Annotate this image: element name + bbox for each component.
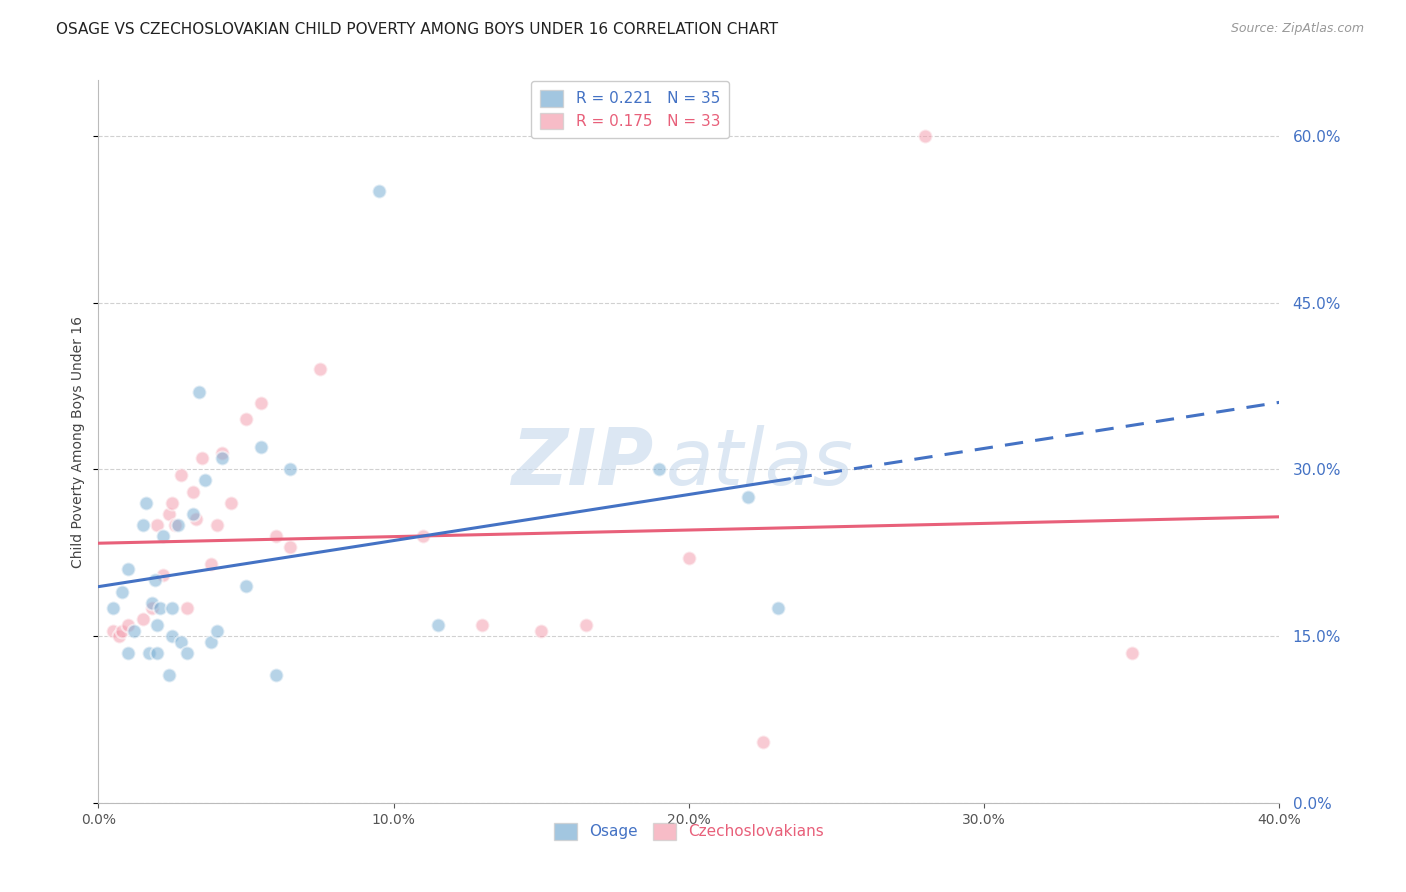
- Point: [194, 474, 217, 488]
- Point: [167, 517, 190, 532]
- Point: [264, 529, 287, 543]
- Point: [122, 624, 145, 638]
- Point: [146, 646, 169, 660]
- Point: [221, 496, 243, 510]
- Point: [152, 568, 174, 582]
- Point: [141, 601, 163, 615]
- Point: [235, 412, 257, 426]
- Point: [117, 618, 139, 632]
- Point: [368, 185, 391, 199]
- Point: [103, 601, 125, 615]
- Text: Source: ZipAtlas.com: Source: ZipAtlas.com: [1230, 22, 1364, 36]
- Text: ZIP: ZIP: [512, 425, 654, 501]
- Point: [250, 395, 273, 409]
- Point: [162, 629, 183, 643]
- Point: [648, 462, 671, 476]
- Point: [737, 490, 759, 504]
- Point: [135, 496, 157, 510]
- Point: [152, 529, 174, 543]
- Point: [205, 517, 228, 532]
- Point: [678, 551, 700, 566]
- Point: [530, 624, 553, 638]
- Point: [157, 668, 180, 682]
- Point: [165, 517, 187, 532]
- Point: [170, 634, 193, 648]
- Point: [149, 601, 172, 615]
- Point: [211, 445, 233, 459]
- Point: [141, 596, 163, 610]
- Point: [181, 484, 204, 499]
- Point: [143, 574, 166, 588]
- Text: OSAGE VS CZECHOSLOVAKIAN CHILD POVERTY AMONG BOYS UNDER 16 CORRELATION CHART: OSAGE VS CZECHOSLOVAKIAN CHILD POVERTY A…: [56, 22, 779, 37]
- Point: [914, 128, 936, 143]
- Point: [132, 612, 155, 626]
- Point: [132, 517, 155, 532]
- Point: [138, 646, 160, 660]
- Point: [264, 668, 287, 682]
- Point: [103, 624, 125, 638]
- Point: [146, 618, 169, 632]
- Point: [280, 540, 302, 554]
- Point: [162, 601, 183, 615]
- Text: atlas: atlas: [665, 425, 853, 501]
- Point: [766, 601, 789, 615]
- Point: [157, 507, 180, 521]
- Point: [170, 467, 193, 482]
- Point: [205, 624, 228, 638]
- Point: [200, 557, 222, 571]
- Point: [575, 618, 598, 632]
- Point: [309, 362, 332, 376]
- Point: [250, 440, 273, 454]
- Point: [176, 646, 198, 660]
- Point: [146, 517, 169, 532]
- Point: [235, 579, 257, 593]
- Point: [117, 562, 139, 576]
- Point: [184, 512, 207, 526]
- Point: [211, 451, 233, 466]
- Point: [752, 734, 775, 748]
- Point: [162, 496, 183, 510]
- Point: [108, 629, 131, 643]
- Y-axis label: Child Poverty Among Boys Under 16: Child Poverty Among Boys Under 16: [72, 316, 86, 567]
- Point: [191, 451, 214, 466]
- Point: [187, 384, 209, 399]
- Point: [176, 601, 198, 615]
- Legend: Osage, Czechoslovakians: Osage, Czechoslovakians: [548, 817, 830, 846]
- Point: [111, 624, 134, 638]
- Point: [111, 584, 134, 599]
- Point: [117, 646, 139, 660]
- Point: [200, 634, 222, 648]
- Point: [181, 507, 204, 521]
- Point: [412, 529, 434, 543]
- Point: [471, 618, 494, 632]
- Point: [1121, 646, 1143, 660]
- Point: [427, 618, 450, 632]
- Point: [280, 462, 302, 476]
